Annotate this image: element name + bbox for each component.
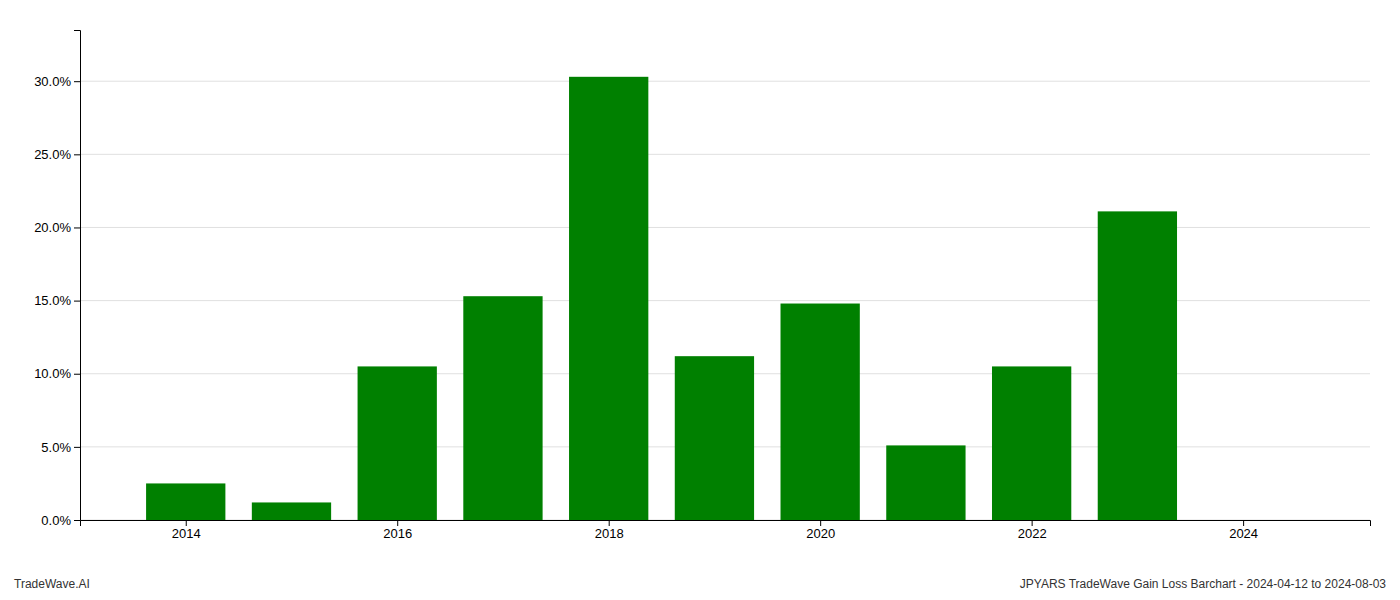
footer-left: TradeWave.AI [14,577,90,591]
y-tick-mark [74,227,80,228]
y-tick-mark [74,81,80,82]
bar [146,483,225,520]
y-tick-mark [74,374,80,375]
y-tick-mark [74,301,80,302]
x-tick: 2020 [806,520,835,541]
x-tick-mark [820,520,821,526]
y-tick-mark [74,447,80,448]
y-tick-mark [74,154,80,155]
x-tick-label: 2018 [595,526,624,541]
y-axis: 0.0% 5.0% 10.0% 15.0% 20.0% 25.0% 30.0% [34,31,80,528]
y-tick-label: 15.0% [34,293,71,308]
plot: 0.0%5.0%10.0%15.0%20.0%25.0%30.0%2014201… [34,31,1370,542]
x-tick-mark [609,520,610,526]
bar [569,77,648,520]
y-tick: 25.0% [34,147,80,162]
x-tick-mark [1032,520,1033,526]
bars [146,77,1177,520]
x-tick-mark [1243,520,1244,526]
axis-line [81,521,1371,527]
y-tick-label: 20.0% [34,220,71,235]
y-tick-label: 25.0% [34,147,71,162]
y-tick-label: 10.0% [34,366,71,381]
x-tick-label: 2014 [172,526,201,541]
bar [252,502,331,520]
y-tick: 5.0% [41,440,80,455]
x-tick: 2016 [383,520,412,541]
bar [675,356,754,520]
chart: 0.0%5.0%10.0%15.0%20.0%25.0%30.0%2014201… [0,0,1400,600]
x-tick: 2024 [1229,520,1258,541]
x-tick-label: 2024 [1229,526,1258,541]
bar [358,366,437,520]
y-tick: 0.0% [41,513,80,528]
y-tick: 20.0% [34,220,80,235]
bar [1098,211,1177,520]
bar [886,445,965,520]
bar [992,366,1071,520]
y-tick: 15.0% [34,293,80,308]
x-axis: 2014 2016 2018 2020 2022 2024 [81,520,1371,541]
grid [80,81,1370,520]
bar [781,304,860,520]
x-tick-label: 2016 [383,526,412,541]
x-tick-label: 2022 [1018,526,1047,541]
y-tick-label: 5.0% [41,440,71,455]
y-tick-label: 0.0% [41,513,71,528]
footer-right: JPYARS TradeWave Gain Loss Barchart - 20… [1020,577,1387,591]
grid-line [80,154,1370,155]
y-tick-label: 30.0% [34,74,71,89]
grid-line [80,81,1370,82]
x-tick-label: 2020 [806,526,835,541]
y-tick-mark [74,520,80,521]
y-tick: 10.0% [34,366,80,381]
x-tick: 2018 [595,520,624,541]
x-tick-mark [186,520,187,526]
axis-line [74,31,81,521]
x-tick: 2022 [1018,520,1047,541]
y-tick: 30.0% [34,74,80,89]
x-tick-mark [397,520,398,526]
bar [463,296,542,520]
x-tick: 2014 [172,520,201,541]
